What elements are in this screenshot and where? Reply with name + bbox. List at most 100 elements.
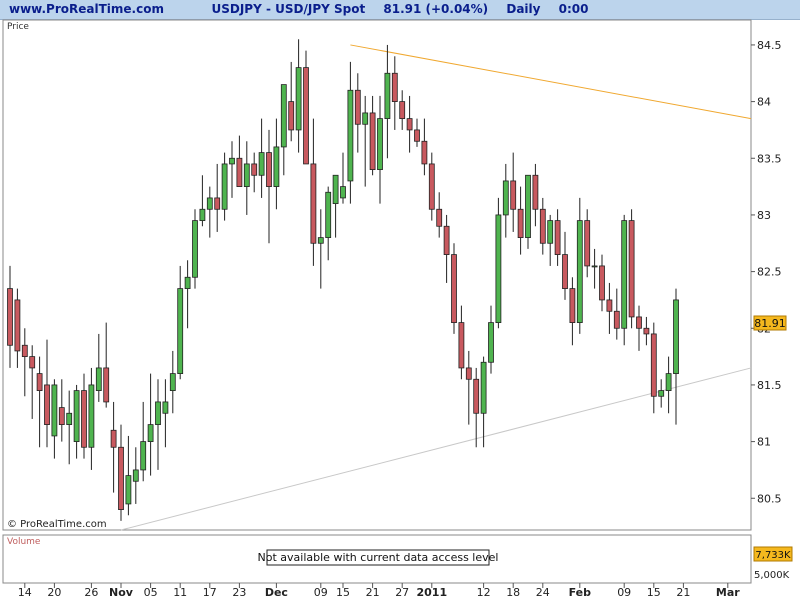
candle-down [613,310,620,329]
price-panel-frame [2,19,752,531]
candle-down [650,333,657,397]
volume-message-box [266,549,490,566]
volume-message: Not available with current data access l… [258,551,499,564]
candle-down [584,220,591,267]
candle-down [44,384,50,425]
candle-down [636,316,642,329]
candle-up [169,373,176,392]
candle-up [280,84,287,148]
candle-up [488,322,494,363]
candle-up [206,197,213,210]
candle-up [155,401,161,425]
x-tick-label: Dec [265,586,288,599]
x-tick-label: Feb [569,586,592,599]
timeframe: Daily [506,2,541,16]
y-tick-label: 81 [757,436,771,449]
chart-title: USDJPY - USD/JPY Spot 81.91 (+0.04%) Dai… [0,2,800,16]
support-trendline [120,367,752,531]
candle-up [502,180,509,216]
candle-down [7,288,13,346]
candle-up [665,373,672,392]
candle-up [347,89,354,182]
y-tick-label: 81.5 [757,379,782,392]
y-tick-label: 80.5 [757,492,782,505]
candle-down [643,327,650,335]
candle-down [288,101,295,131]
x-tick-label: 26 [84,586,98,599]
x-tick-label: 09 [314,586,328,599]
candle-up [95,367,102,391]
candle-up [621,220,628,329]
candle-down [369,112,376,171]
candle-down [214,197,221,210]
x-tick-label: 05 [144,586,158,599]
x-tick-label: 20 [47,586,61,599]
candle-up [258,152,265,176]
candle-up [177,288,184,375]
x-tick-label: Nov [109,586,134,599]
candle-up [162,401,169,414]
site-name: www.ProRealTime.com [9,2,164,16]
candle-up [658,390,665,397]
candle-down [473,378,480,414]
y-tick-label: 84.5 [757,39,782,52]
x-tick-label: 11 [173,586,187,599]
candle-down [406,118,413,131]
x-tick-label: 24 [536,586,550,599]
candle-up [184,276,191,289]
candle-down [118,446,124,510]
candle-down [14,299,21,352]
candle-down [58,407,65,426]
candle-up [51,384,58,437]
candle-up [273,146,280,188]
candle-down [310,163,317,244]
candle-up [673,299,679,374]
y-tick-label: 84 [757,96,771,109]
x-tick-label: Mar [716,586,740,599]
candle-up [384,72,391,120]
candle-down [465,367,472,380]
candle-up [362,112,369,125]
candle-down [451,254,457,324]
candle-up [317,237,324,244]
x-tick-label: 17 [203,586,217,599]
resistance-trendline [350,44,752,120]
candle-down [303,67,309,165]
candle-up [73,390,80,443]
x-tick-label: 27 [395,586,409,599]
x-tick-label: 21 [676,586,690,599]
volume-scale-top: 7,733K [755,550,791,561]
x-tick-label: 21 [366,586,380,599]
copyright-text: © ProRealTime.com [7,519,107,530]
header-bar: www.ProRealTime.com USDJPY - USD/JPY Spo… [0,0,800,20]
candle-up [547,220,554,244]
current-price-text: 81.91 [754,317,786,330]
candle-down [510,180,517,210]
y-tick-label: 82.5 [757,266,782,279]
candle-down [251,163,258,176]
candle-up [576,220,583,324]
candle-down [21,344,28,357]
candle-down [421,140,428,165]
candle-down [554,220,561,256]
candle-up [221,163,228,210]
candle-up [88,384,95,448]
candle-down [36,373,43,392]
candle-down [532,174,539,210]
candle-down [81,390,87,448]
candle-up [525,174,531,238]
x-tick-label: 14 [18,586,32,599]
candle-up [199,208,206,221]
candle-up [243,163,250,188]
candle-up [377,118,383,170]
candle-down [391,72,398,103]
candle-down [399,101,406,119]
candle-down [436,208,443,227]
candle-down [414,129,420,142]
candle-up [480,361,487,414]
volume-scale-bottom: 5,000K [754,570,790,581]
x-tick-label: 2011 [416,586,447,599]
instrument-name: USDJPY - USD/JPY Spot [211,2,366,16]
candle-down [606,299,613,312]
